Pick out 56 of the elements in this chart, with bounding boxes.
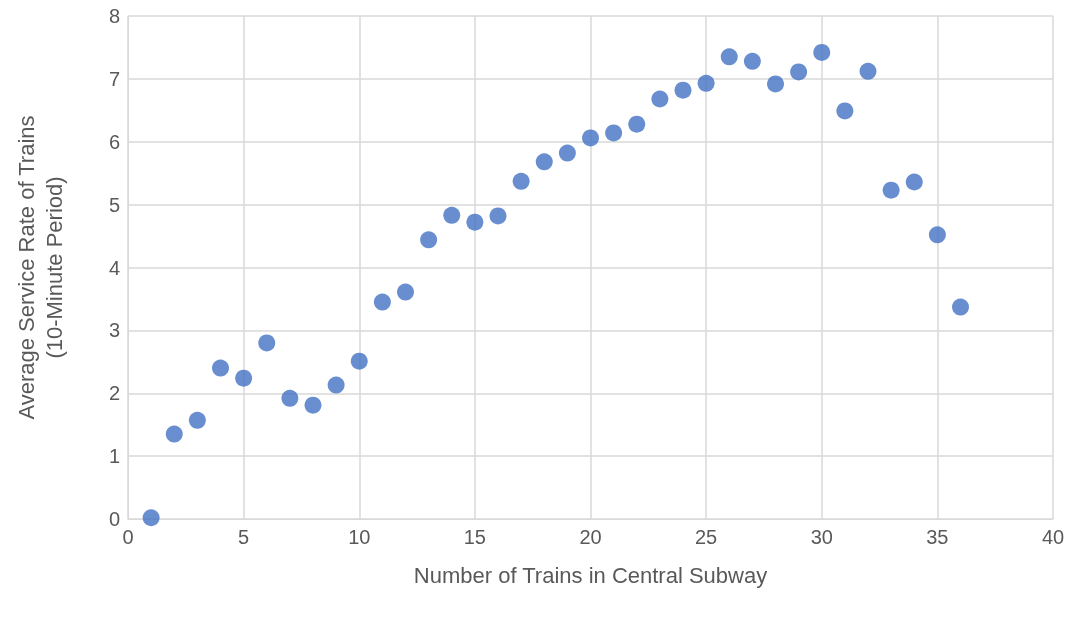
point: [212, 359, 229, 377]
point: [443, 206, 461, 224]
x-tick-label: 25: [695, 526, 718, 548]
point: [281, 389, 299, 407]
y-tick-label: 7: [108, 67, 120, 90]
point: [882, 181, 900, 199]
point: [489, 207, 507, 225]
point: [235, 369, 253, 387]
point: [743, 52, 761, 70]
y-tick-label: 2: [108, 382, 120, 405]
y-tick-label: 3: [108, 319, 120, 342]
point: [165, 425, 183, 443]
x-tick-label: 35: [926, 526, 949, 548]
x-tick-label: 0: [122, 526, 134, 548]
point: [466, 213, 484, 231]
point: [188, 411, 206, 429]
point: [605, 124, 623, 142]
y-tick-label: 5: [108, 193, 120, 216]
x-tick-label: 20: [579, 526, 602, 548]
point: [327, 376, 345, 394]
point: [697, 74, 715, 92]
x-tick-label: 10: [348, 526, 371, 548]
x-tick-label: 15: [463, 526, 486, 548]
point: [512, 172, 530, 190]
point: [142, 509, 160, 527]
y-tick-label: 6: [108, 130, 120, 153]
y-axis-title: Average Service Rate of Trains (10-Minute Period): [13, 115, 67, 420]
point: [304, 396, 322, 414]
point: [928, 226, 946, 244]
point: [258, 334, 276, 352]
point: [582, 129, 599, 147]
point: [674, 81, 692, 99]
point: [535, 153, 553, 171]
point: [420, 231, 438, 249]
point: [836, 102, 854, 120]
point: [350, 352, 368, 370]
x-tick-label: 5: [238, 526, 250, 548]
point: [905, 173, 923, 191]
point: [790, 63, 808, 81]
x-tick-label: 40: [1041, 526, 1065, 548]
point: [813, 43, 831, 61]
y-tick-label: 8: [108, 5, 120, 27]
point: [952, 298, 969, 316]
point: [859, 62, 877, 80]
point: [628, 115, 646, 133]
x-axis-title: Number of Trains in Central Subway: [413, 562, 768, 588]
y-tick-label: 0: [108, 508, 120, 530]
point: [651, 90, 669, 108]
point: [558, 144, 576, 162]
point: [397, 283, 414, 301]
y-tick-label: 4: [108, 256, 120, 279]
x-tick-label: 30: [810, 526, 833, 548]
point: [373, 293, 391, 311]
point: [767, 75, 784, 93]
point: [720, 48, 738, 66]
y-tick-label: 1: [108, 445, 120, 468]
